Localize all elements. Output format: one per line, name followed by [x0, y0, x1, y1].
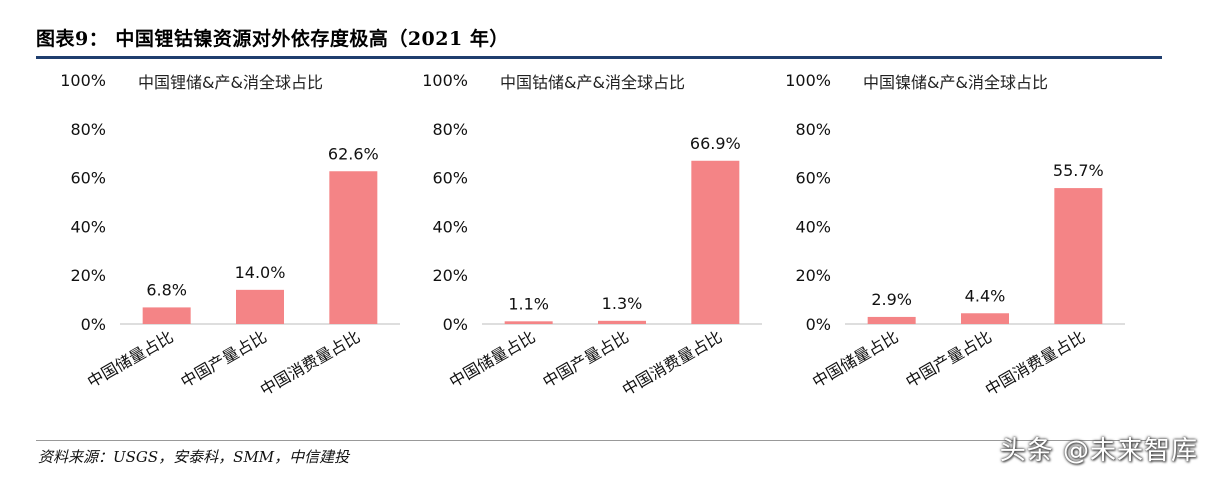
y-tick-label: 80% [432, 120, 468, 139]
y-tick-label: 20% [70, 266, 106, 285]
y-tick-label: 100% [60, 71, 106, 90]
bar [142, 307, 191, 324]
data-label: 62.6% [328, 144, 379, 163]
chart-cobalt-svg: 0% 20% 40% 60% 80% 100% 中国钴储&产&消全球占比 1.1% 中国储量占比… [422, 71, 762, 399]
chart-lithium-svg: 0% 20% 40% 60% 80% 100% 中国锂储&产&消全球占比 6.8% 中国储量占比… [60, 71, 400, 399]
data-label: 6.8% [146, 280, 187, 299]
y-tick-label: 20% [432, 266, 468, 285]
category-label: 中国产量占比 [177, 327, 270, 391]
bar [867, 316, 916, 324]
category-label: 中国储量占比 [809, 327, 902, 391]
chart-lithium: 0% 20% 40% 60% 80% 100% 中国锂储&产&消全球占比 6.8% 中国储量占比… [50, 62, 420, 430]
y-tick-label: 40% [432, 217, 468, 236]
y-tick-label: 0% [443, 315, 468, 334]
category-label: 中国消费量占比 [619, 327, 726, 399]
y-tick-label: 80% [795, 120, 831, 139]
y-tick-label: 40% [70, 217, 106, 236]
category-label: 中国消费量占比 [257, 327, 364, 399]
data-label: 4.4% [965, 286, 1006, 305]
chart-nickel: 0% 20% 40% 60% 80% 100% 中国镍储&产&消全球占比 2.9% 中国储量占比… [775, 62, 1145, 430]
data-label: 2.9% [871, 290, 912, 309]
bar [598, 320, 646, 324]
watermark: 头条 @未来智库 [999, 436, 1198, 466]
data-label: 66.9% [690, 134, 741, 153]
y-tick-label: 60% [432, 169, 468, 188]
data-label: 1.1% [508, 294, 549, 313]
y-tick-label: 0% [81, 315, 106, 334]
category-label: 中国储量占比 [446, 327, 539, 391]
y-tick-label: 60% [70, 169, 106, 188]
bar [1054, 188, 1103, 324]
bar [691, 160, 740, 324]
chart-title: 中国锂储&产&消全球占比 [138, 73, 323, 92]
category-label: 中国产量占比 [539, 327, 632, 391]
category-label: 中国消费量占比 [982, 327, 1089, 399]
source-note: 资料来源：USGS，安泰科，SMM，中信建投 [38, 448, 350, 466]
data-label: 14.0% [235, 263, 286, 282]
y-tick-label: 20% [795, 266, 831, 285]
data-label: 1.3% [602, 294, 643, 313]
bar [329, 171, 378, 324]
y-tick-label: 40% [795, 217, 831, 236]
title-rule [36, 56, 1162, 59]
bar [236, 289, 284, 324]
y-tick-label: 100% [422, 71, 468, 90]
bar [961, 313, 1009, 324]
chart-cobalt: 0% 20% 40% 60% 80% 100% 中国钴储&产&消全球占比 1.1% 中国储量占比… [412, 62, 782, 430]
chart-title: 中国镍储&产&消全球占比 [863, 73, 1048, 92]
y-tick-label: 100% [785, 71, 831, 90]
data-label: 55.7% [1053, 161, 1104, 180]
chart-nickel-svg: 0% 20% 40% 60% 80% 100% 中国镍储&产&消全球占比 2.9% 中国储量占比… [785, 71, 1125, 399]
bottom-rule [36, 440, 1162, 441]
category-label: 中国储量占比 [84, 327, 177, 391]
y-tick-label: 60% [795, 169, 831, 188]
chart-title: 中国钴储&产&消全球占比 [500, 73, 685, 92]
y-tick-label: 80% [70, 120, 106, 139]
figure-title: 图表9： 中国锂钴镍资源对外依存度极高（2021 年） [36, 28, 509, 50]
bar [504, 321, 553, 324]
category-label: 中国产量占比 [902, 327, 995, 391]
y-tick-label: 0% [806, 315, 831, 334]
